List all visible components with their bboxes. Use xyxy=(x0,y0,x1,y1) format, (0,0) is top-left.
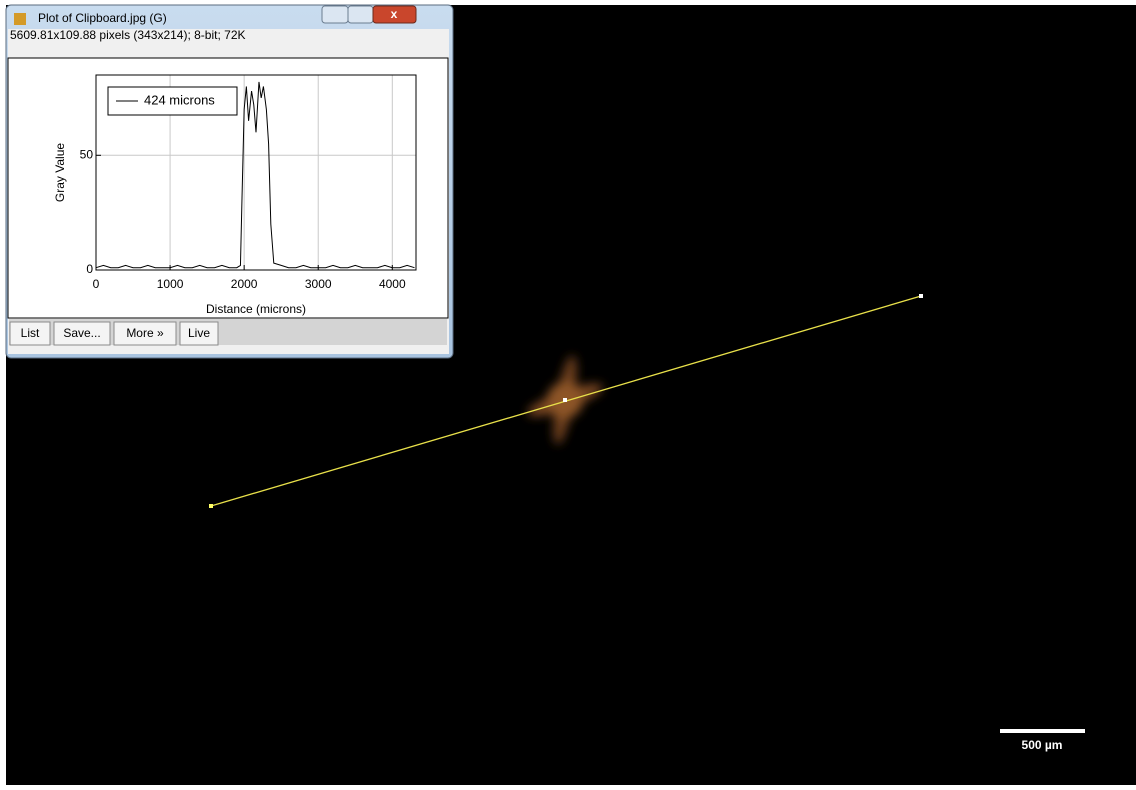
handle xyxy=(209,504,213,508)
close-icon: x xyxy=(391,7,398,21)
screen: 500 µm Plot of Clipboard.jpg (G) x 5609.… xyxy=(0,0,1136,785)
y-tick-label: 50 xyxy=(80,147,94,161)
window-title: Plot of Clipboard.jpg (G) xyxy=(38,11,167,25)
image-info: 5609.81x109.88 pixels (343x214); 8-bit; … xyxy=(10,28,246,42)
app-icon xyxy=(14,13,26,25)
x-tick-label: 3000 xyxy=(305,277,332,291)
handle xyxy=(563,398,567,402)
y-axis-label: Gray Value xyxy=(53,143,67,202)
legend-label: 424 microns xyxy=(144,92,215,107)
scale-bar-label: 500 µm xyxy=(1022,738,1063,752)
scale-bar xyxy=(1000,729,1085,733)
x-tick-label: 2000 xyxy=(231,277,258,291)
button-label[interactable]: Live xyxy=(188,326,210,340)
button-label[interactable]: More » xyxy=(126,326,164,340)
maximize-button[interactable] xyxy=(348,6,373,23)
button-label[interactable]: Save... xyxy=(63,326,100,340)
y-tick-label: 0 xyxy=(86,262,93,276)
page: 500 µm Plot of Clipboard.jpg (G) x 5609.… xyxy=(0,0,1136,785)
button-label[interactable]: List xyxy=(21,326,40,340)
x-axis-label: Distance (microns) xyxy=(206,302,306,316)
x-tick-label: 1000 xyxy=(157,277,184,291)
x-tick-label: 4000 xyxy=(379,277,406,291)
minimize-button[interactable] xyxy=(322,6,348,23)
x-tick-label: 0 xyxy=(93,277,100,291)
handle xyxy=(919,294,923,298)
